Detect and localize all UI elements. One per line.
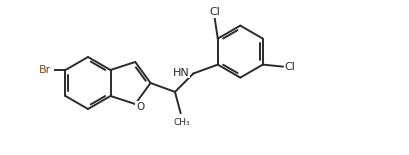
Text: HN: HN [172,68,189,78]
Text: CH₃: CH₃ [173,118,189,127]
Text: Br: Br [39,65,52,75]
Text: Cl: Cl [209,7,220,17]
Text: O: O [136,102,144,112]
Text: Cl: Cl [284,62,295,72]
